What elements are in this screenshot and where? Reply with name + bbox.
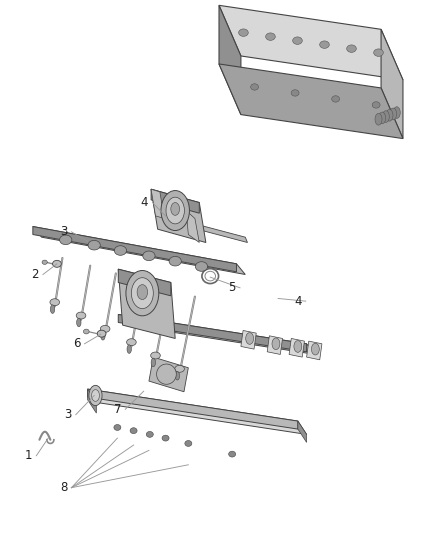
Ellipse shape	[97, 330, 106, 337]
Ellipse shape	[88, 240, 100, 250]
Ellipse shape	[114, 246, 127, 255]
Ellipse shape	[320, 41, 329, 49]
Text: 3: 3	[64, 408, 71, 421]
Ellipse shape	[50, 305, 55, 313]
Ellipse shape	[382, 111, 389, 123]
Ellipse shape	[374, 49, 383, 56]
Ellipse shape	[126, 271, 159, 316]
Ellipse shape	[101, 332, 105, 340]
Ellipse shape	[393, 107, 400, 118]
Polygon shape	[118, 269, 175, 338]
Ellipse shape	[53, 260, 61, 267]
Ellipse shape	[251, 84, 258, 90]
Text: 6: 6	[73, 337, 81, 350]
Ellipse shape	[171, 203, 180, 215]
Ellipse shape	[347, 45, 357, 52]
Ellipse shape	[130, 427, 137, 434]
Ellipse shape	[239, 29, 248, 36]
Ellipse shape	[372, 102, 380, 108]
Polygon shape	[298, 421, 307, 442]
Polygon shape	[219, 5, 241, 115]
Ellipse shape	[83, 329, 89, 334]
Ellipse shape	[265, 33, 275, 41]
Ellipse shape	[185, 440, 192, 446]
Ellipse shape	[175, 366, 184, 372]
Text: 7: 7	[113, 403, 121, 416]
Text: 4: 4	[294, 295, 302, 308]
Ellipse shape	[137, 285, 148, 300]
Ellipse shape	[291, 90, 299, 96]
Polygon shape	[186, 211, 199, 243]
Ellipse shape	[100, 325, 110, 333]
Polygon shape	[88, 389, 96, 413]
Polygon shape	[219, 5, 403, 80]
Polygon shape	[118, 314, 307, 352]
Polygon shape	[195, 224, 247, 243]
Ellipse shape	[157, 364, 176, 384]
Ellipse shape	[89, 385, 102, 406]
Ellipse shape	[60, 235, 72, 245]
Ellipse shape	[92, 390, 99, 401]
Text: 5: 5	[229, 281, 236, 294]
Ellipse shape	[169, 256, 181, 266]
Ellipse shape	[161, 191, 190, 231]
Ellipse shape	[127, 345, 131, 353]
Text: 2: 2	[31, 268, 39, 281]
Polygon shape	[88, 389, 298, 429]
Ellipse shape	[175, 372, 180, 380]
Ellipse shape	[195, 262, 208, 271]
Ellipse shape	[386, 109, 393, 121]
Polygon shape	[381, 29, 403, 139]
Ellipse shape	[293, 37, 302, 44]
Polygon shape	[289, 338, 304, 357]
Polygon shape	[149, 357, 188, 392]
Ellipse shape	[162, 435, 169, 441]
Polygon shape	[118, 269, 171, 296]
Ellipse shape	[127, 339, 136, 345]
Text: 8: 8	[60, 481, 67, 494]
Ellipse shape	[166, 197, 184, 224]
Polygon shape	[267, 336, 283, 354]
Ellipse shape	[294, 341, 302, 352]
Ellipse shape	[42, 260, 47, 264]
Ellipse shape	[77, 318, 81, 327]
Ellipse shape	[311, 343, 319, 355]
Polygon shape	[33, 227, 237, 272]
Polygon shape	[88, 389, 307, 434]
Ellipse shape	[151, 358, 155, 367]
Polygon shape	[151, 189, 164, 219]
Ellipse shape	[146, 432, 153, 437]
Ellipse shape	[143, 251, 155, 261]
Ellipse shape	[389, 108, 396, 120]
Ellipse shape	[272, 338, 280, 350]
Text: 4: 4	[141, 196, 148, 209]
Polygon shape	[118, 314, 315, 354]
Text: 3: 3	[60, 225, 67, 238]
Polygon shape	[33, 227, 245, 274]
Ellipse shape	[378, 112, 386, 124]
Ellipse shape	[229, 451, 236, 457]
Polygon shape	[241, 330, 256, 349]
Ellipse shape	[50, 298, 60, 305]
Ellipse shape	[375, 114, 382, 125]
Ellipse shape	[246, 333, 254, 344]
Polygon shape	[219, 64, 403, 139]
Ellipse shape	[151, 352, 160, 359]
Polygon shape	[307, 341, 322, 360]
Ellipse shape	[76, 312, 86, 319]
Text: 1: 1	[25, 449, 32, 462]
Polygon shape	[151, 189, 206, 243]
Ellipse shape	[332, 96, 339, 102]
Ellipse shape	[114, 424, 121, 431]
Ellipse shape	[131, 278, 153, 309]
Polygon shape	[151, 189, 199, 213]
